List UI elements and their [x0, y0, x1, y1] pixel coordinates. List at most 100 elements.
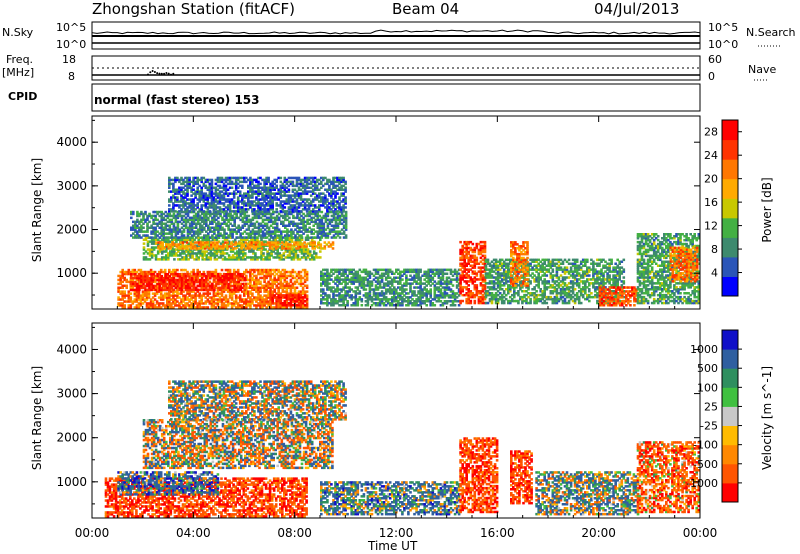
power-cell [198, 192, 201, 195]
power-cell [229, 284, 232, 288]
power-cell [226, 268, 230, 272]
power-cell [350, 282, 353, 285]
power-cell [215, 252, 219, 255]
power-cell [320, 182, 323, 186]
power-cell [251, 272, 254, 276]
power-cell [320, 274, 323, 277]
power-cell [283, 206, 287, 209]
power-cell [257, 280, 260, 284]
power-cell [192, 300, 195, 303]
power-cell [299, 194, 303, 197]
power-cell [239, 212, 242, 216]
power-cell [344, 270, 347, 274]
power-cell [336, 202, 339, 205]
power-cell [238, 190, 242, 193]
power-cell [338, 278, 341, 281]
power-cell [200, 226, 204, 229]
power-cell [306, 238, 310, 241]
power-cell [245, 292, 248, 295]
power-cell [328, 286, 331, 289]
power-cell [214, 280, 218, 284]
power-cell [262, 248, 265, 251]
power-cell [249, 298, 252, 301]
power-cell [253, 226, 257, 229]
power-cell [182, 180, 185, 184]
power-cell [338, 198, 341, 201]
power-cell [342, 286, 345, 289]
power-cell [271, 216, 275, 220]
power-cell [176, 212, 180, 216]
power-cell [301, 302, 305, 305]
power-cell [328, 302, 331, 305]
power-cell [295, 296, 299, 299]
power-cell [138, 288, 141, 292]
power-cell [176, 222, 180, 225]
power-cell [360, 300, 364, 303]
power-cell [176, 280, 179, 284]
power-cell [220, 180, 224, 184]
power-cell [225, 252, 229, 255]
power-cell [283, 202, 287, 205]
power-cell [271, 298, 274, 301]
power-cell [330, 298, 333, 301]
power-cell [253, 222, 257, 225]
power-cell [299, 180, 303, 184]
power-cell [277, 302, 280, 305]
power-cell [213, 236, 217, 239]
power-cell [151, 296, 155, 299]
power-cell [273, 288, 276, 291]
power-cell [237, 254, 241, 257]
power-cell [180, 226, 184, 229]
power-cell [251, 224, 255, 227]
power-cell [318, 188, 321, 191]
power-cell [233, 284, 236, 288]
power-cell [162, 280, 165, 284]
power-cell [344, 188, 347, 191]
power-cell [362, 270, 366, 274]
power-cell [203, 216, 206, 220]
power-cell [346, 302, 349, 305]
power-cell [197, 238, 200, 241]
power-cell [289, 298, 293, 301]
power-cell [289, 247, 292, 250]
power-cell [168, 178, 171, 182]
power-cell [159, 302, 163, 305]
power-cell [119, 274, 122, 278]
power-cell [137, 306, 141, 309]
power-cell [217, 228, 220, 231]
power-cell [265, 282, 268, 286]
power-cell [386, 298, 390, 301]
power-cell [231, 234, 234, 237]
power-cell [170, 198, 173, 201]
power-cell [173, 243, 177, 246]
power-cell [267, 210, 270, 213]
power-cell [123, 294, 126, 297]
power-cell [154, 214, 157, 218]
power-cell [218, 176, 222, 180]
power-cell [174, 188, 177, 191]
power-cell [315, 184, 319, 188]
power-cell [230, 200, 234, 203]
power-cell [192, 270, 195, 274]
power-cell [201, 258, 204, 261]
power-cell [314, 218, 317, 222]
power-cell [247, 208, 250, 211]
power-cell [344, 228, 348, 231]
power-cell [164, 273, 168, 276]
power-cell [167, 238, 170, 241]
power-cell [241, 210, 244, 213]
power-cell [212, 304, 216, 307]
power-cell [205, 214, 208, 218]
power-cell [146, 236, 150, 239]
power-cell [257, 194, 260, 197]
power-cell [243, 278, 247, 282]
power-cell [247, 226, 251, 229]
power-cell [313, 188, 317, 191]
power-cell [255, 216, 259, 220]
power-cell [119, 290, 122, 293]
power-cell [138, 276, 141, 280]
power-cell [220, 245, 223, 248]
power-cell [185, 247, 189, 250]
power-cell [293, 282, 297, 286]
power-cell [311, 247, 314, 250]
